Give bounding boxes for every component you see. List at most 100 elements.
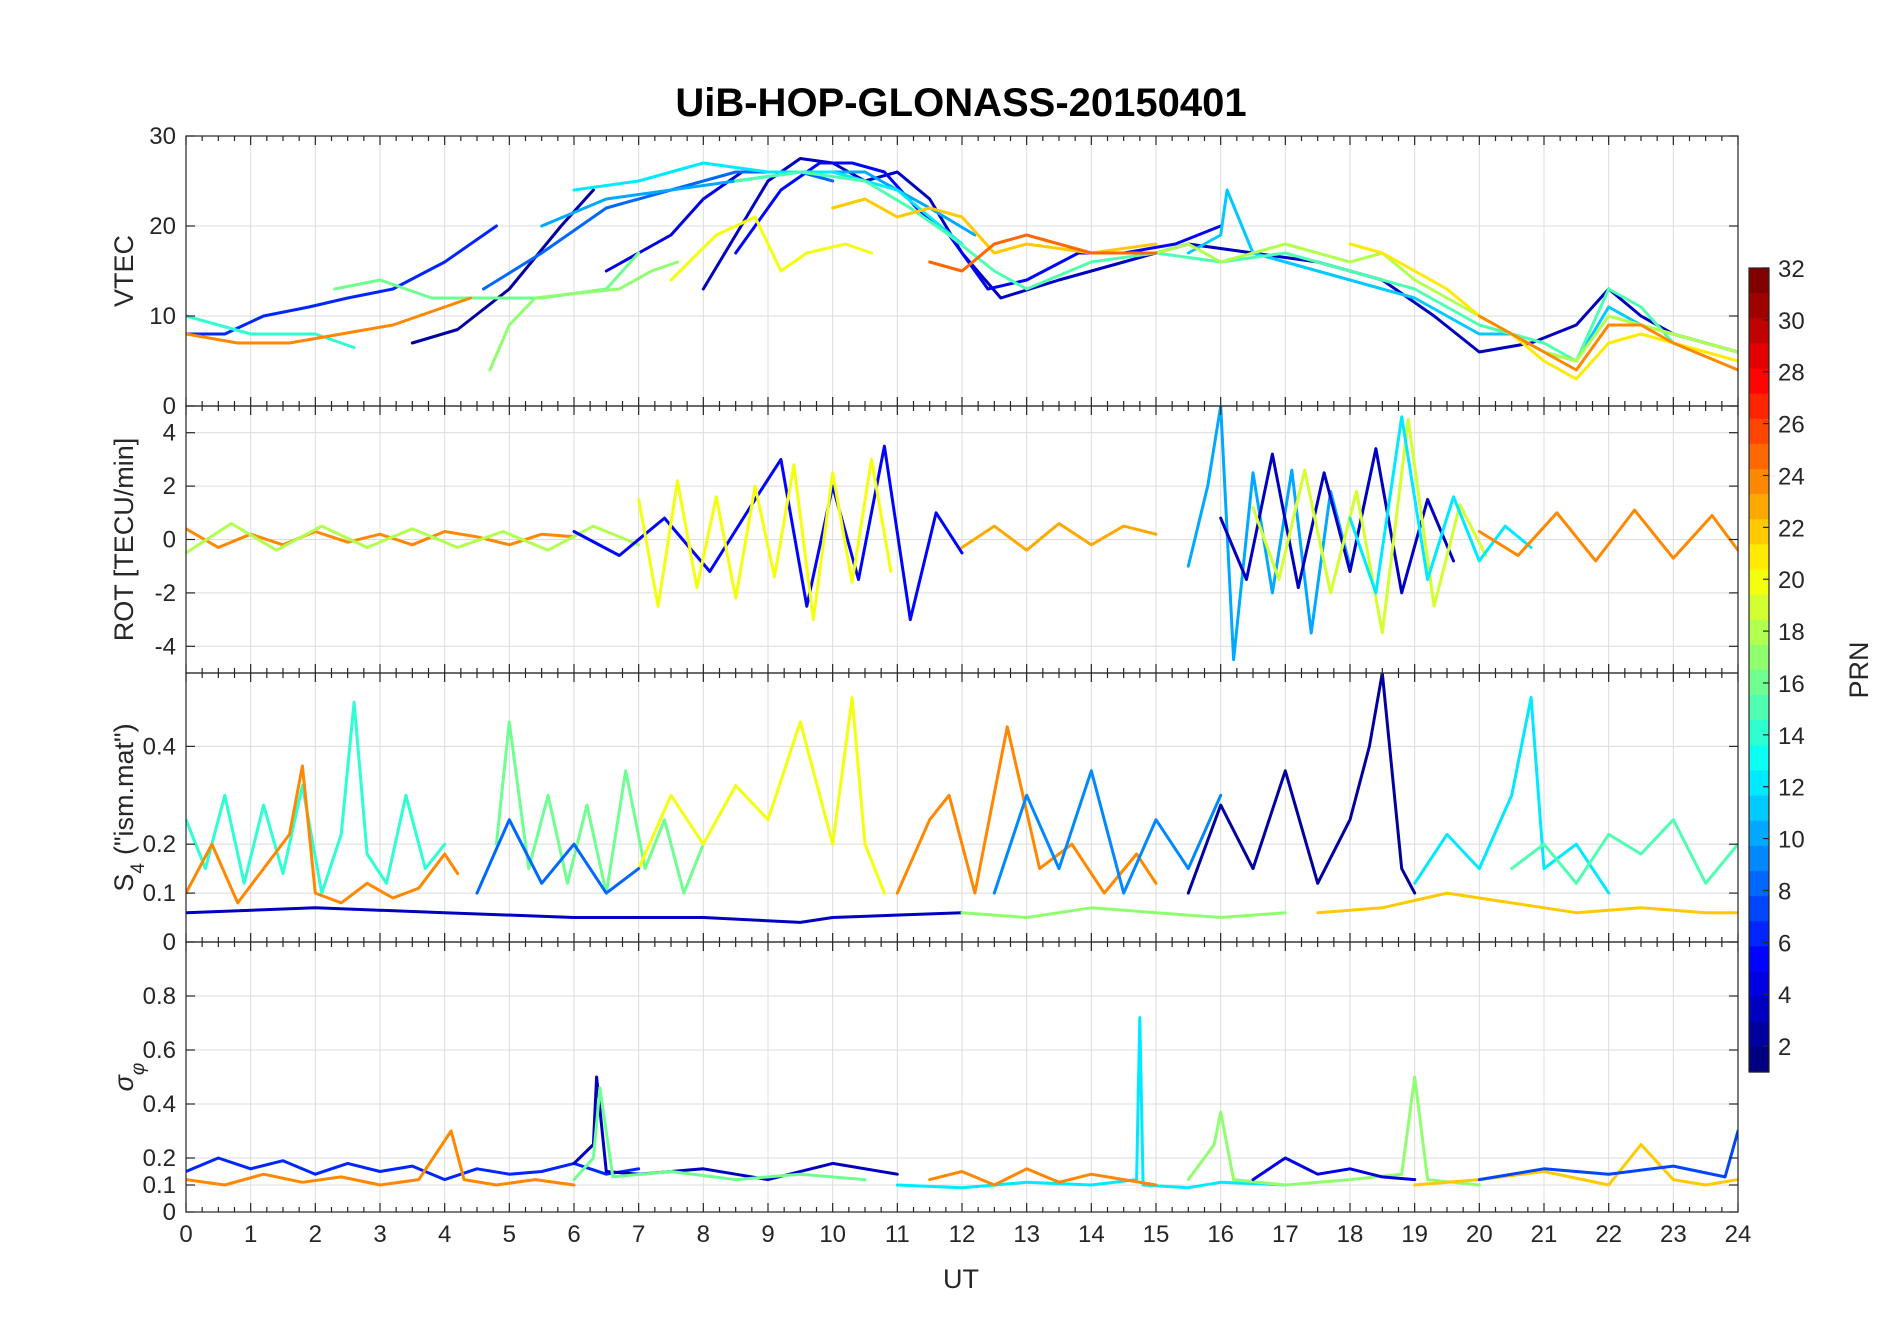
vtec-trace-prn-20 [669,215,873,282]
x-tick-label: 11 [885,1221,910,1248]
sigma-trace-prn-22 [1413,1143,1738,1187]
vtec-trace-prn-21 [1348,242,1738,381]
x-tick-label: 16 [1207,1221,1234,1248]
colorbar-segment [1749,644,1769,671]
rot-y-tick-label: 0 [163,527,176,554]
sigma-y-tick-label: 0.6 [143,1037,176,1064]
rot-y-axis-label: ROT [TECU/min] [109,438,139,642]
colorbar-tick-label: 26 [1778,412,1805,439]
colorbar-tick-label: 10 [1778,827,1805,854]
colorbar-tick-label: 14 [1778,723,1805,750]
sigma-y-tick-label: 0.8 [143,983,176,1010]
x-tick-label: 24 [1725,1221,1752,1248]
colorbar-tick-label: 4 [1778,982,1791,1009]
vtec-y-axis-label: VTEC [109,235,139,307]
colorbar-segment [1749,293,1769,319]
s4-trace-prn-2 [1186,673,1417,895]
rot-trace-prn-24 [1477,508,1738,563]
colorbar-segment [1749,921,1769,947]
x-tick-label: 1 [244,1221,257,1248]
s4-trace-prn-16 [494,720,705,895]
colorbar-label: PRN [1844,641,1874,698]
colorbar-segment [1749,695,1769,721]
sigma-y-axis-label: σφ [109,1063,149,1092]
rot-trace-prn-10 [1186,406,1352,662]
colorbar-segment [1749,544,1769,571]
s4-trace-prn-3 [186,906,964,924]
s4-trace-prn-8 [475,818,641,895]
rot-traces [186,406,1738,662]
colorbar-segment [1749,619,1769,646]
x-tick-label: 22 [1595,1221,1622,1248]
sigma-y-tick-label: 0.2 [143,1145,176,1172]
s4-trace-prn-14 [186,700,447,895]
x-tick-label: 15 [1143,1221,1170,1248]
x-tick-label: 12 [949,1221,976,1248]
x-tick-label: 19 [1401,1221,1428,1248]
colorbar-segment [1749,871,1769,897]
colorbar-tick-label: 16 [1778,671,1805,698]
colorbar-segment [1749,896,1769,922]
sigma-traces [186,1016,1738,1190]
vtec-trace-prn-14 [186,314,356,349]
vtec-trace-prn-17 [488,260,679,372]
colorbar-segment [1749,418,1769,445]
colorbar-segment [1749,268,1769,294]
colorbar-tick-label: 20 [1778,567,1805,594]
sigma-y-tick-label: 0 [163,1199,176,1226]
rot-y-tick-label: 2 [163,473,176,500]
x-axis-label: UT [943,1264,979,1294]
colorbar-segment [1749,971,1769,998]
x-tick-label: 13 [1013,1221,1040,1248]
sigma-trace-prn-4 [1251,1156,1417,1182]
colorbar-tick-label: 24 [1778,463,1805,490]
panel-sigma: 00.10.2 0.4 0.6 0.8 σφ [109,941,1739,1226]
colorbar-segment [1749,594,1769,621]
colorbar-tick-label: 28 [1778,360,1805,387]
rot-y-tick-label: -2 [155,580,176,607]
rot-y-tick-label: -4 [155,633,176,660]
x-tick-label: 20 [1466,1221,1493,1248]
s4-y-tick-label: 0 [163,929,176,956]
rot-trace-prn-20 [637,457,893,622]
s4-y-tick-label: 0.1 [143,880,176,907]
colorbar-tick-label: 30 [1778,308,1805,335]
s4-trace-prn-15 [1510,818,1738,885]
rot-trace-prn-19 [1251,417,1488,635]
vtec-trace-prn-15 [734,170,1675,363]
colorbar-segment [1749,443,1769,470]
x-tick-label: 9 [761,1221,774,1248]
sigma-trace-prn-3 [572,1075,899,1182]
x-tick-label: 23 [1660,1221,1687,1248]
x-tick-label: 17 [1272,1221,1299,1248]
sigma-trace-prn-24 [928,1167,1158,1187]
x-tick-label: 4 [438,1221,451,1248]
sigma-trace-prn-24 [186,1129,576,1187]
colorbar-segment [1749,469,1769,495]
colorbar-tick-label: 12 [1778,775,1805,802]
x-tick-label: 7 [632,1221,645,1248]
s4-trace-prn-12 [1413,696,1611,895]
colorbar-segment [1749,670,1769,696]
colorbar-segment [1749,720,1769,746]
colorbar-segment [1749,494,1769,520]
vtec-y-tick-label: 0 [163,393,176,420]
vtec-trace-prn-22 [831,197,1158,255]
colorbar-tick-label: 18 [1778,619,1805,646]
sigma-trace-prn-6 [186,1156,641,1182]
sigma-trace-prn-7 [1477,1129,1738,1182]
vtec-trace-prn-24 [186,296,472,345]
s4-trace-prn-20 [637,696,886,895]
x-tick-label: 14 [1078,1221,1105,1248]
vtec-trace-prn-11 [1186,188,1738,363]
colorbar-segment [1749,996,1769,1023]
colorbar-tick-label: 8 [1778,878,1791,905]
sigma-y-tick-label: 0.1 [143,1172,176,1199]
colorbar-segment [1749,519,1769,545]
x-tick-label: 18 [1337,1221,1364,1248]
s4-trace-prn-24 [186,764,460,905]
colorbar-segment [1749,1021,1769,1048]
vtec-y-tick-label: 20 [149,213,176,240]
rot-trace-prn-12 [1348,415,1533,595]
